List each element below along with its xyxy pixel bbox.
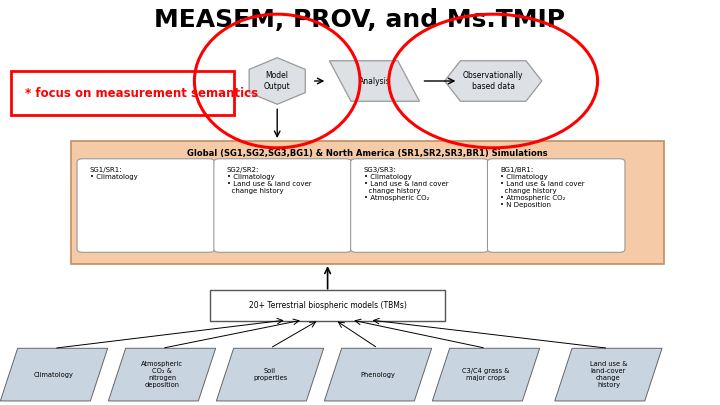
Polygon shape [324,348,432,401]
FancyBboxPatch shape [487,159,625,252]
Text: * focus on measurement semantics: * focus on measurement semantics [25,87,258,100]
FancyBboxPatch shape [214,159,351,252]
Polygon shape [445,61,542,101]
Text: C3/C4 grass &
major crops: C3/C4 grass & major crops [462,368,510,381]
Polygon shape [216,348,324,401]
Text: SG1/SR1:
• Climatology: SG1/SR1: • Climatology [90,167,138,180]
FancyBboxPatch shape [351,159,488,252]
FancyBboxPatch shape [77,159,215,252]
Text: Climatology: Climatology [34,372,74,377]
Text: SG2/SR2:
• Climatology
• Land use & land cover
  change history: SG2/SR2: • Climatology • Land use & land… [227,167,312,194]
Polygon shape [108,348,216,401]
Text: SG3/SR3:
• Climatology
• Land use & land cover
  change history
• Atmospheric CO: SG3/SR3: • Climatology • Land use & land… [364,167,449,201]
Text: MEASEM, PROV, and Ms.TMIP: MEASEM, PROV, and Ms.TMIP [155,8,565,32]
Text: Global (SG1,SG2,SG3,BG1) & North America (SR1,SR2,SR3,BR1) Simulations: Global (SG1,SG2,SG3,BG1) & North America… [187,149,547,158]
FancyBboxPatch shape [210,290,445,321]
Text: BG1/BR1:
• Climatology
• Land use & land cover
  change history
• Atmospheric CO: BG1/BR1: • Climatology • Land use & land… [500,167,585,208]
Polygon shape [249,58,305,104]
Text: Phenology: Phenology [361,372,395,377]
Text: Soil
properties: Soil properties [253,368,287,381]
Text: 20+ Terrestrial biospheric models (TBMs): 20+ Terrestrial biospheric models (TBMs) [248,301,407,310]
FancyBboxPatch shape [11,71,234,115]
Polygon shape [432,348,540,401]
Polygon shape [0,348,108,401]
Text: Analysis: Analysis [359,77,390,85]
Polygon shape [554,348,662,401]
Text: Observationally
based data: Observationally based data [463,71,523,91]
FancyBboxPatch shape [71,141,664,264]
Polygon shape [330,61,419,101]
Text: Atmospheric
CO₂ &
nitrogen
deposition: Atmospheric CO₂ & nitrogen deposition [141,361,183,388]
Text: Model
Output: Model Output [264,71,291,91]
Text: Land use &
land-cover
change
history: Land use & land-cover change history [590,361,627,388]
